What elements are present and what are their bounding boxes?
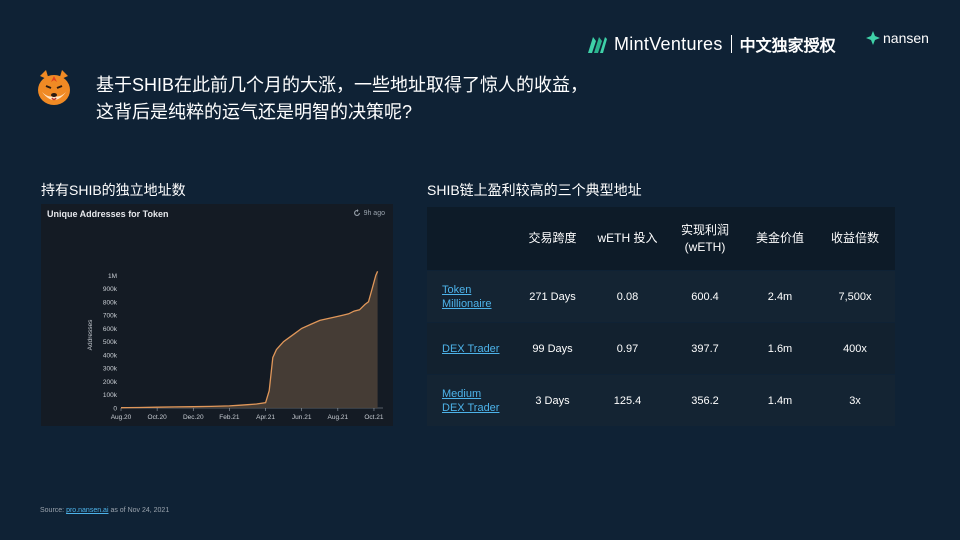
y-tick-label: 200k	[103, 379, 118, 386]
trade-span-cell: 99 Days	[532, 342, 573, 355]
table-row: Medium DEX Trader 3 Days 125.4 356.2 1.4m 3x	[427, 374, 895, 426]
y-tick-label: 800k	[103, 299, 118, 306]
table-row: DEX Trader 99 Days 0.97 397.7 1.6m 400x	[427, 322, 895, 374]
address-name-link[interactable]: DEX Trader	[442, 342, 500, 355]
header-realized-profit: 实现利润 (wETH)	[680, 222, 729, 254]
x-tick-label: Aug.20	[111, 414, 132, 421]
y-tick-label: 900k	[103, 286, 118, 293]
source-note: Source: pro.nansen.ai as of Nov 24, 2021	[40, 507, 169, 514]
x-tick-label: Apr.21	[256, 414, 275, 421]
x-tick-label: Jun.21	[292, 414, 312, 421]
y-axis-label: Addresses	[87, 319, 94, 350]
unique-addresses-area-chart: 0 100k 200k 300k 400k 500k 600k 700k 800k 900k 1M A…	[87, 271, 384, 421]
mint-ventures-wordmark: MintVentures	[614, 33, 723, 54]
x-tick-label: Oct.20	[148, 414, 168, 421]
y-tick-label: 300k	[103, 366, 118, 373]
address-name-link[interactable]: Token Millionaire	[442, 283, 492, 310]
header-trade-span: 交易跨度	[528, 231, 577, 245]
series-area	[121, 271, 378, 408]
mint-ventures-logo-icon	[588, 37, 607, 53]
header-multiple: 收益倍数	[830, 231, 879, 245]
x-tick-label: Aug.21	[328, 414, 349, 421]
authorization-label: 中文独家授权	[739, 38, 836, 55]
table-section-title: SHIB链上盈利较高的三个典型地址	[427, 182, 642, 198]
usd-value-cell: 1.6m	[767, 342, 793, 355]
refresh-timestamp[interactable]: 9h ago	[353, 209, 385, 217]
brand-divider	[730, 35, 732, 53]
x-tick-label: Dec.20	[183, 414, 204, 421]
refresh-icon	[353, 209, 360, 216]
y-tick-label: 700k	[103, 313, 118, 320]
chart-title: Unique Addresses for Token	[47, 209, 169, 219]
source-link[interactable]: pro.nansen.ai	[66, 507, 109, 514]
weth-in-cell: 125.4	[613, 394, 642, 407]
header-usd-value: 美金价值	[755, 231, 804, 245]
y-tick-label: 1M	[108, 273, 117, 280]
weth-in-cell: 0.97	[616, 342, 639, 355]
realized-profit-cell: 397.7	[691, 342, 719, 355]
page-headline: 基于SHIB在此前几个月的大涨，一些地址取得了惊人的收益， 这背后是纯粹的运气还…	[96, 72, 588, 126]
usd-value-cell: 2.4m	[767, 290, 793, 303]
nansen-brand: nansen	[866, 30, 929, 46]
address-name-link[interactable]: Medium DEX Trader	[442, 387, 500, 414]
realized-profit-cell: 600.4	[691, 290, 719, 303]
realized-profit-cell: 356.2	[691, 394, 719, 407]
mint-ventures-brand: MintVentures 中文独家授权	[586, 30, 836, 58]
y-tick-label: 600k	[103, 326, 118, 333]
headline-line-2: 这背后是纯粹的运气还是明智的决策呢?	[96, 102, 413, 122]
usd-value-cell: 1.4m	[767, 394, 793, 407]
nansen-wordmark: nansen	[883, 30, 929, 46]
y-tick-label: 500k	[103, 339, 118, 346]
y-tick-label: 0	[113, 406, 117, 413]
multiple-cell: 400x	[843, 342, 867, 355]
header-weth-in: wETH 投入	[597, 231, 658, 245]
profitable-addresses-table: 交易跨度 wETH 投入 实现利润 (wETH) 美金价值 收益倍数 Token M…	[427, 207, 895, 426]
table-header-row: 交易跨度 wETH 投入 实现利润 (wETH) 美金价值 收益倍数	[427, 207, 895, 270]
refresh-ago-label: 9h ago	[363, 209, 385, 217]
headline-line-1: 基于SHIB在此前几个月的大涨，一些地址取得了惊人的收益，	[96, 75, 589, 95]
y-tick-label: 400k	[103, 352, 118, 359]
unique-addresses-chart-card: Unique Addresses for Token 9h ago 0 100k 2…	[41, 204, 393, 426]
table-row: Token Millionaire 271 Days 0.08 600.4 2.4m 7,5…	[427, 270, 895, 322]
nansen-logo-icon	[866, 31, 880, 45]
source-suffix: as of Nov 24, 2021	[110, 507, 170, 514]
trade-span-cell: 271 Days	[529, 290, 576, 303]
chart-section-title: 持有SHIB的独立地址数	[41, 182, 186, 198]
shiba-inu-logo-icon	[38, 70, 70, 105]
trade-span-cell: 3 Days	[535, 394, 570, 407]
multiple-cell: 7,500x	[838, 290, 872, 303]
source-prefix: Source:	[40, 507, 65, 514]
y-tick-label: 100k	[103, 392, 118, 399]
weth-in-cell: 0.08	[616, 290, 639, 303]
x-tick-label: Feb.21	[219, 414, 240, 421]
multiple-cell: 3x	[849, 394, 861, 407]
series-line	[120, 271, 379, 409]
x-tick-label: Oct.21	[364, 414, 384, 421]
